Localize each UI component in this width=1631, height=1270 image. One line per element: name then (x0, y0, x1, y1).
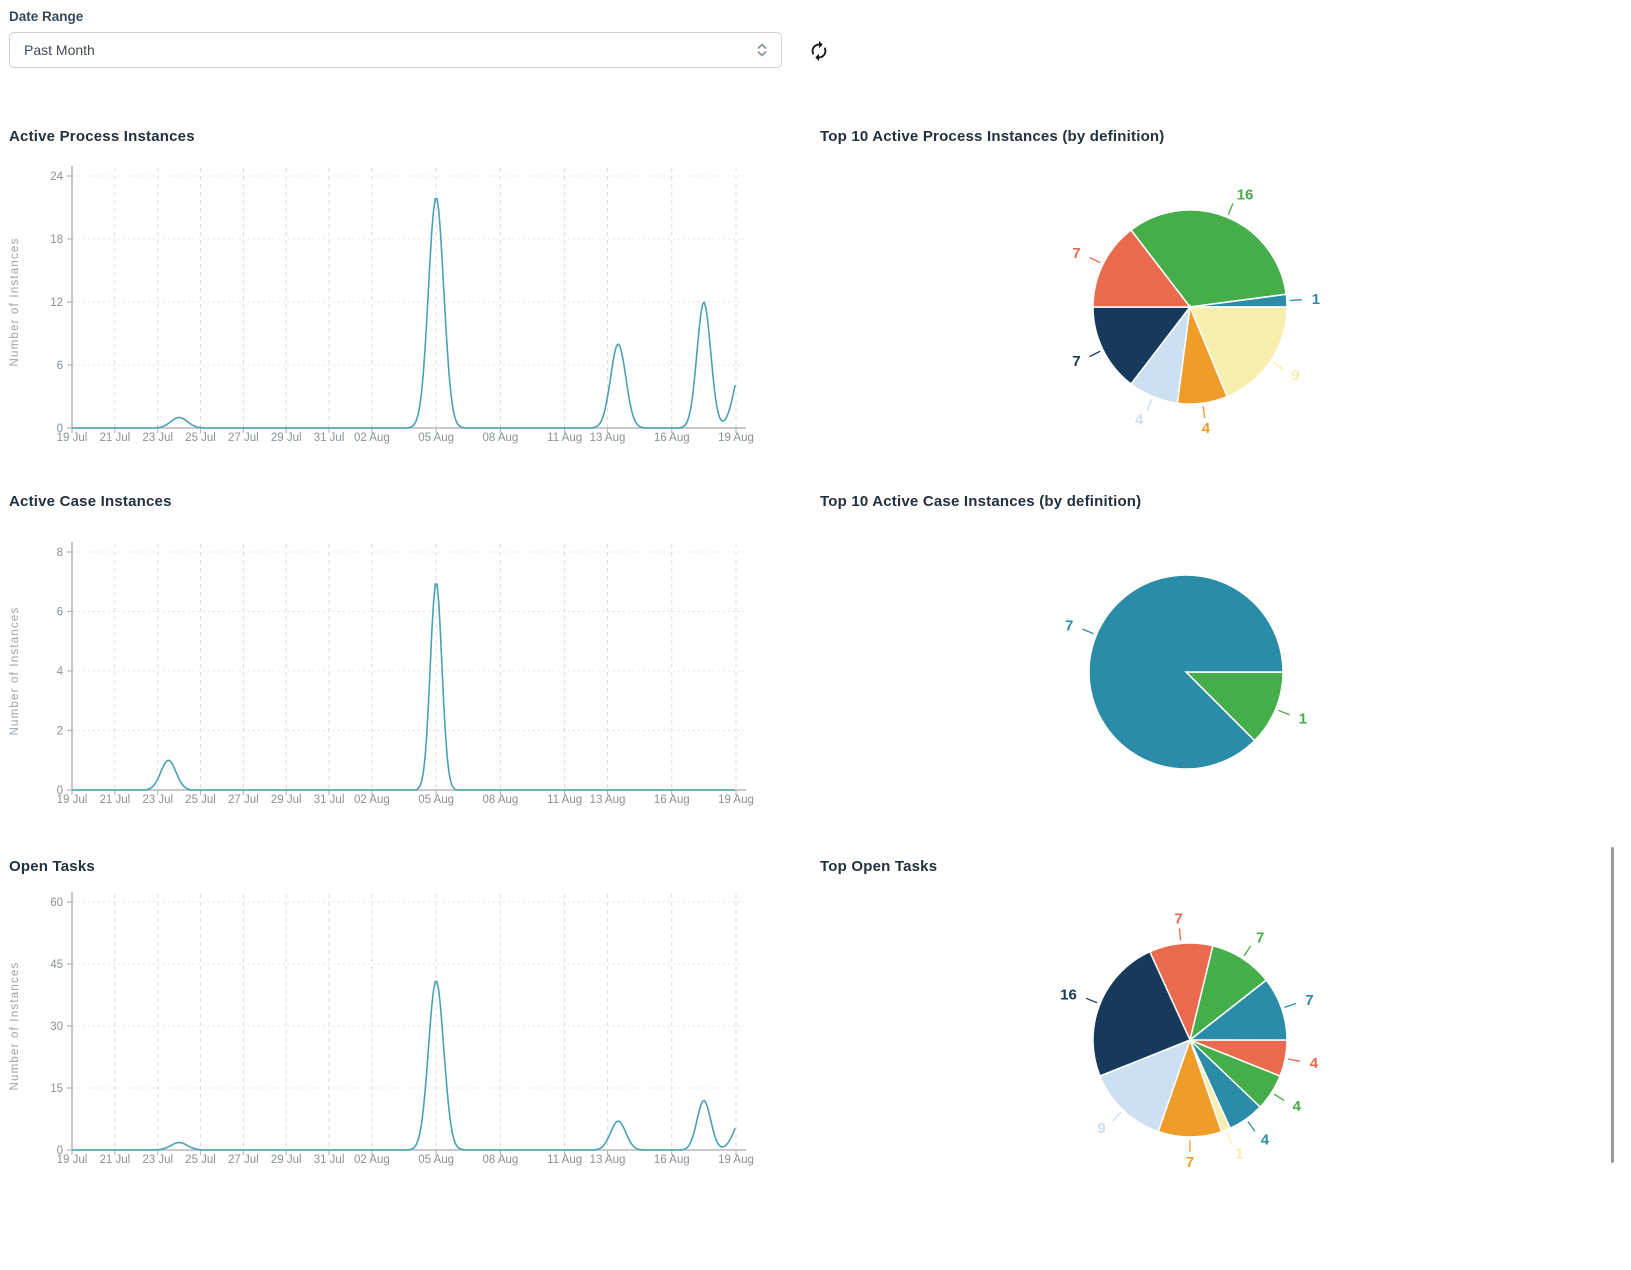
svg-text:2: 2 (57, 726, 63, 738)
svg-text:7: 7 (1305, 992, 1313, 1009)
svg-text:4: 4 (1135, 412, 1144, 429)
svg-text:4: 4 (1261, 1131, 1270, 1148)
svg-text:1: 1 (1299, 711, 1307, 728)
svg-text:Number of Instances: Number of Instances (9, 607, 21, 736)
svg-text:6: 6 (57, 360, 63, 372)
svg-text:21 Jul: 21 Jul (99, 432, 130, 444)
svg-text:16 Aug: 16 Aug (654, 1154, 690, 1166)
svg-text:21 Jul: 21 Jul (99, 1154, 130, 1166)
scrollbar-thumb[interactable] (1611, 847, 1614, 1163)
date-range-label: Date Range (9, 9, 84, 24)
svg-text:25 Jul: 25 Jul (185, 794, 216, 806)
svg-text:05 Aug: 05 Aug (418, 794, 454, 806)
svg-text:02 Aug: 02 Aug (354, 1154, 390, 1166)
svg-text:08 Aug: 08 Aug (482, 794, 518, 806)
chart-title-top-open-tasks: Top Open Tasks (820, 858, 938, 875)
svg-text:02 Aug: 02 Aug (354, 432, 390, 444)
date-range-value: Past Month (24, 42, 95, 58)
svg-text:7: 7 (1256, 929, 1264, 946)
svg-text:9: 9 (1291, 367, 1299, 384)
svg-text:11 Aug: 11 Aug (547, 1154, 582, 1166)
refresh-icon (811, 40, 827, 61)
svg-text:0: 0 (57, 423, 63, 435)
svg-text:9: 9 (1097, 1120, 1105, 1137)
svg-text:21 Jul: 21 Jul (99, 794, 130, 806)
svg-text:19 Jul: 19 Jul (57, 1154, 88, 1166)
svg-text:12: 12 (50, 297, 63, 309)
svg-text:29 Jul: 29 Jul (271, 432, 302, 444)
svg-text:16: 16 (1060, 987, 1077, 1004)
chart-title-active-process-instances: Active Process Instances (9, 128, 195, 145)
svg-text:7: 7 (1072, 245, 1080, 262)
svg-text:16 Aug: 16 Aug (654, 794, 690, 806)
svg-text:Number of Instances: Number of Instances (9, 238, 21, 367)
svg-text:08 Aug: 08 Aug (482, 1154, 518, 1166)
chart-title-open-tasks: Open Tasks (9, 858, 95, 875)
svg-text:0: 0 (57, 1145, 63, 1157)
chart-title-top-active-case-instances: Top 10 Active Case Instances (by definit… (820, 493, 1142, 510)
svg-text:29 Jul: 29 Jul (271, 1154, 302, 1166)
svg-text:60: 60 (50, 897, 63, 909)
svg-text:23 Jul: 23 Jul (142, 794, 173, 806)
svg-text:13 Aug: 13 Aug (590, 432, 626, 444)
svg-text:23 Jul: 23 Jul (142, 432, 173, 444)
refresh-button[interactable] (806, 39, 832, 65)
svg-text:27 Jul: 27 Jul (228, 432, 259, 444)
svg-text:7: 7 (1174, 911, 1182, 928)
svg-text:19 Aug: 19 Aug (718, 432, 754, 444)
chart-title-active-case-instances: Active Case Instances (9, 493, 172, 510)
svg-text:15: 15 (50, 1083, 63, 1095)
svg-text:45: 45 (50, 959, 63, 971)
svg-text:19 Aug: 19 Aug (718, 1154, 754, 1166)
svg-text:11 Aug: 11 Aug (547, 432, 582, 444)
svg-text:27 Jul: 27 Jul (228, 1154, 259, 1166)
svg-text:25 Jul: 25 Jul (185, 1154, 216, 1166)
svg-text:7: 7 (1186, 1154, 1194, 1171)
svg-text:13 Aug: 13 Aug (590, 1154, 626, 1166)
svg-text:05 Aug: 05 Aug (418, 1154, 454, 1166)
svg-text:31 Jul: 31 Jul (314, 794, 345, 806)
svg-text:6: 6 (57, 607, 63, 619)
svg-text:25 Jul: 25 Jul (185, 432, 216, 444)
svg-text:4: 4 (57, 666, 64, 678)
svg-text:24: 24 (50, 171, 63, 183)
svg-text:30: 30 (50, 1021, 63, 1033)
svg-text:7: 7 (1072, 353, 1080, 370)
svg-text:29 Jul: 29 Jul (271, 794, 302, 806)
svg-text:19 Jul: 19 Jul (57, 794, 88, 806)
svg-text:4: 4 (1202, 420, 1211, 437)
svg-text:4: 4 (1293, 1098, 1302, 1115)
svg-text:7: 7 (1065, 617, 1073, 634)
svg-text:19 Jul: 19 Jul (57, 432, 88, 444)
updown-stepper-icon (757, 43, 767, 57)
svg-text:05 Aug: 05 Aug (418, 432, 454, 444)
svg-text:1: 1 (1312, 291, 1320, 308)
svg-text:18: 18 (50, 234, 63, 246)
svg-text:16: 16 (1237, 186, 1254, 203)
svg-text:Number of Instances: Number of Instances (9, 962, 21, 1091)
svg-text:31 Jul: 31 Jul (314, 1154, 345, 1166)
svg-text:4: 4 (1310, 1055, 1319, 1072)
svg-text:23 Jul: 23 Jul (142, 1154, 173, 1166)
svg-text:11 Aug: 11 Aug (547, 794, 582, 806)
svg-text:0: 0 (57, 785, 63, 797)
svg-text:8: 8 (57, 547, 63, 559)
chart-title-top-active-process-instances: Top 10 Active Process Instances (by defi… (820, 128, 1165, 145)
svg-text:13 Aug: 13 Aug (590, 794, 626, 806)
svg-text:19 Aug: 19 Aug (718, 794, 754, 806)
svg-text:31 Jul: 31 Jul (314, 432, 345, 444)
svg-text:08 Aug: 08 Aug (482, 432, 518, 444)
date-range-select[interactable]: Past Month (9, 32, 782, 68)
svg-text:16 Aug: 16 Aug (654, 432, 690, 444)
svg-text:02 Aug: 02 Aug (354, 794, 390, 806)
svg-text:1: 1 (1235, 1145, 1243, 1162)
svg-text:27 Jul: 27 Jul (228, 794, 259, 806)
